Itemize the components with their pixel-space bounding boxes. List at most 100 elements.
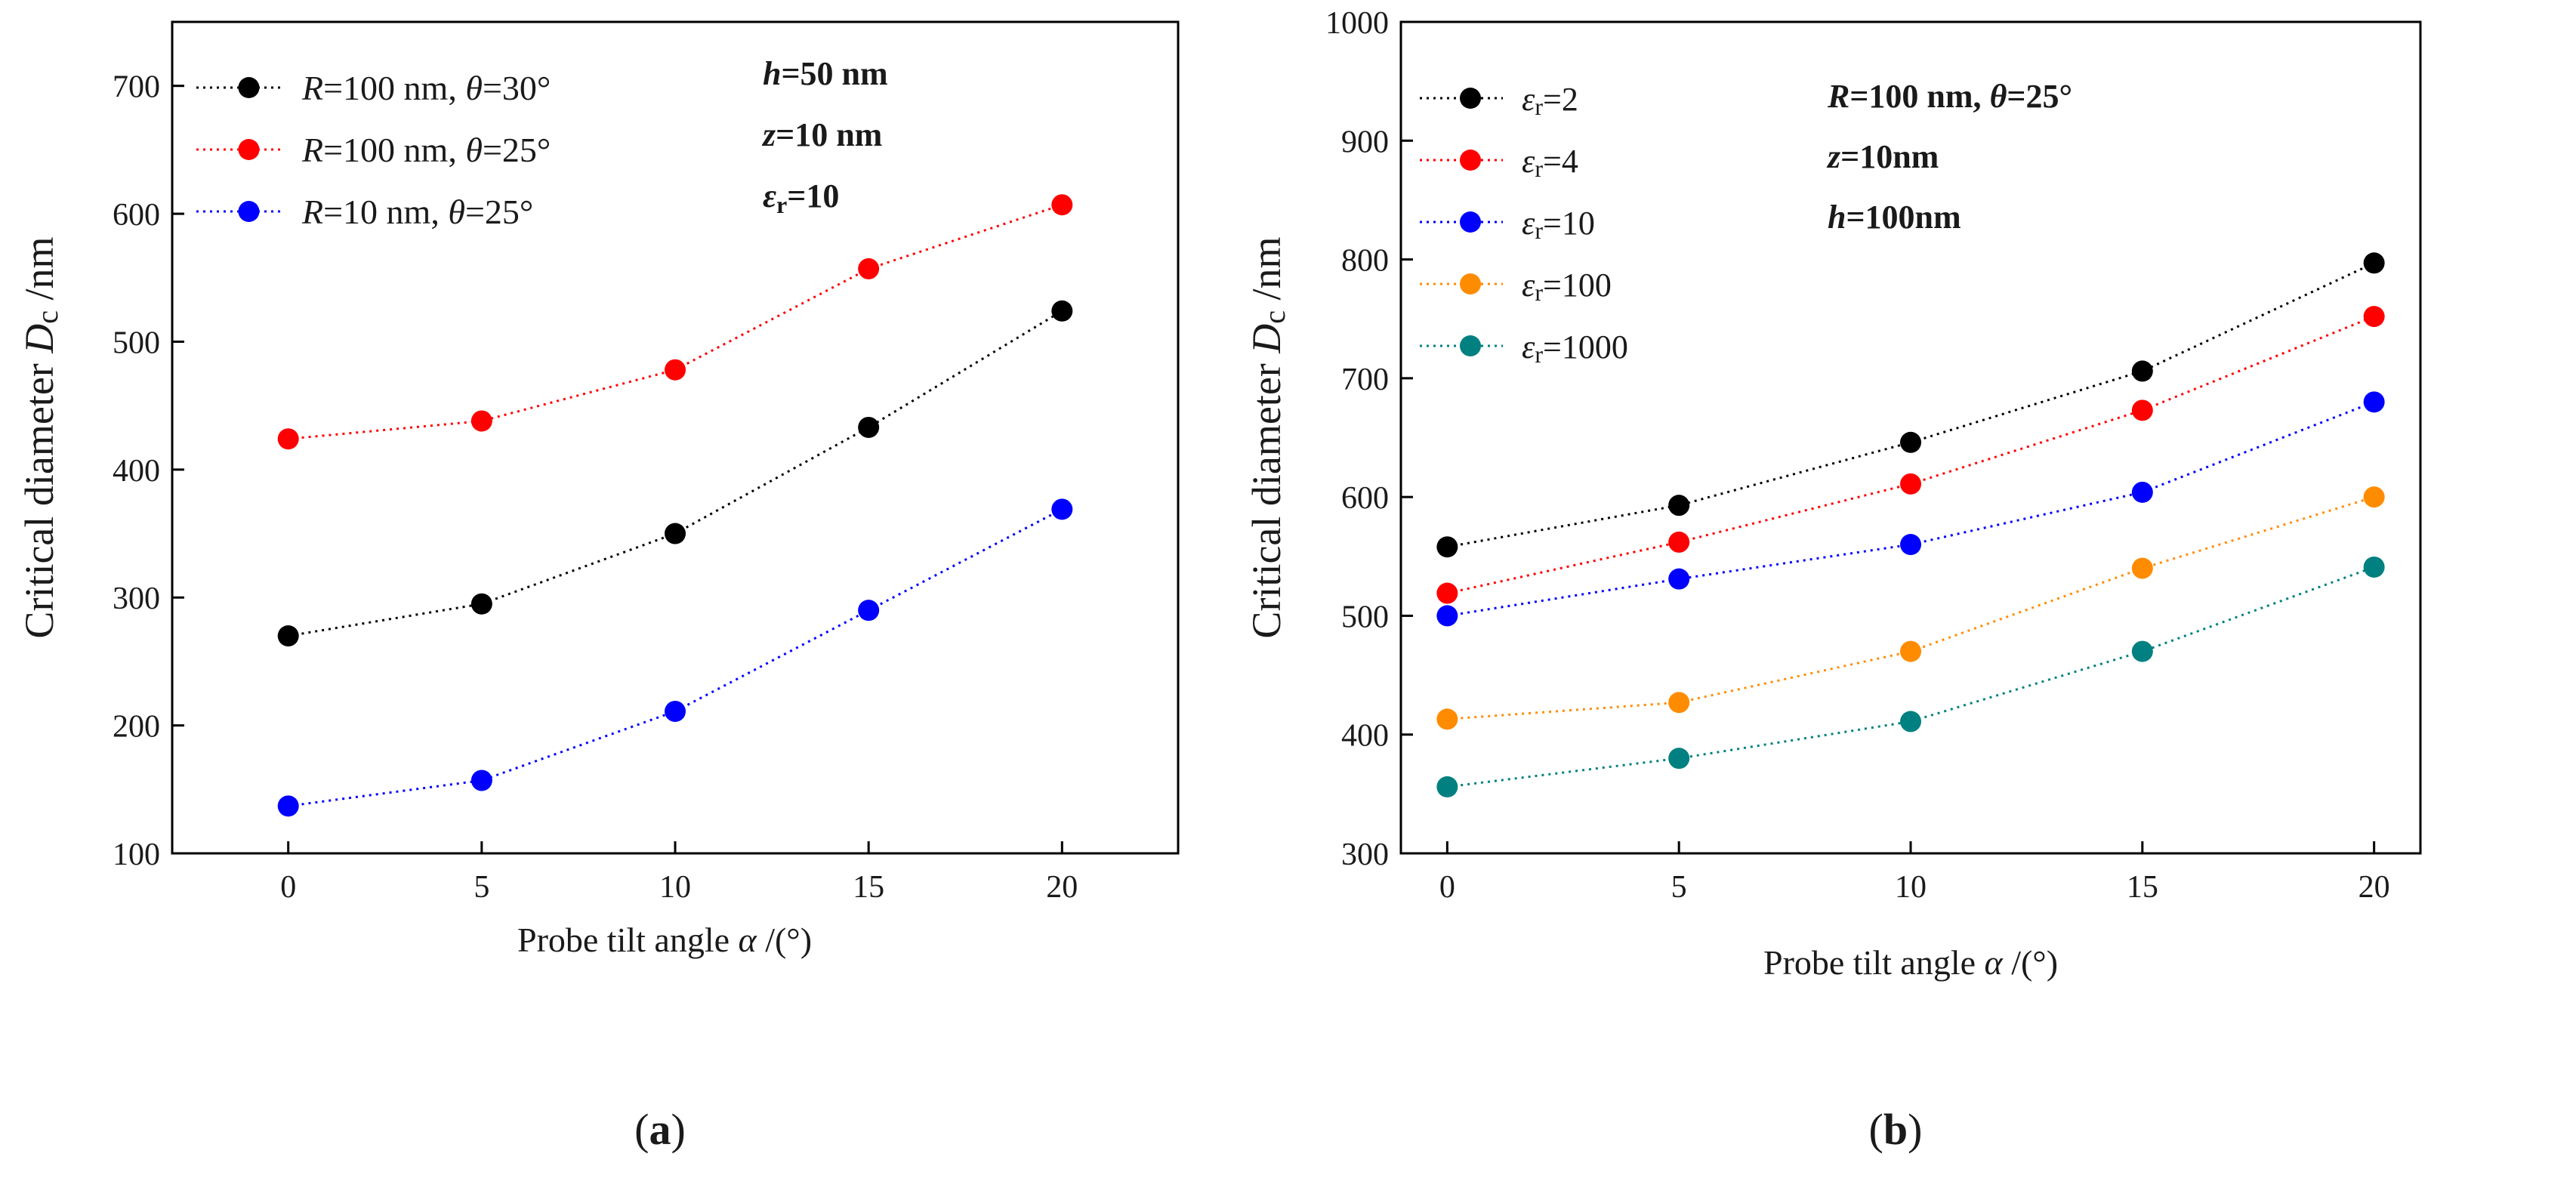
series-line-1 — [288, 203, 1063, 440]
x-tick-label: 5 — [474, 870, 489, 905]
legend-marker — [238, 77, 260, 98]
y-tick-label: 600 — [113, 198, 160, 233]
data-point — [1436, 536, 1458, 558]
panel-label: (a) — [634, 1105, 686, 1154]
data-point — [1668, 692, 1690, 714]
y-tick-label: 400 — [1341, 719, 1389, 754]
data-point — [2363, 486, 2385, 508]
legend-label: εr=4 — [1522, 143, 1578, 182]
data-point — [858, 258, 880, 279]
series-line-0 — [1447, 261, 2375, 548]
annotation-text: h=100nm — [1828, 199, 1961, 236]
data-point — [2131, 557, 2153, 579]
data-point — [277, 428, 299, 450]
y-tick-label: 300 — [113, 581, 160, 616]
y-tick-label: 800 — [1341, 244, 1389, 279]
data-point — [470, 770, 492, 791]
x-tick-label: 20 — [2359, 870, 2390, 905]
series-line-4 — [1447, 566, 2375, 788]
x-tick-label: 15 — [2127, 870, 2158, 905]
legend-label: R=10 nm, θ=25° — [301, 193, 533, 231]
legend-label: εr=1000 — [1522, 329, 1628, 368]
data-point — [1900, 640, 1921, 662]
annotation-text: z=10nm — [1826, 138, 1939, 175]
x-tick-label: 20 — [1046, 870, 1078, 905]
legend-label: R=100 nm, θ=25° — [301, 131, 551, 169]
data-point — [1900, 534, 1921, 556]
y-tick-label: 1000 — [1325, 6, 1389, 41]
y-tick-label: 700 — [1341, 362, 1389, 397]
x-tick-label: 0 — [280, 870, 296, 905]
y-tick-label: 300 — [1341, 837, 1389, 872]
legend-marker — [1460, 88, 1481, 109]
x-tick-label: 15 — [853, 870, 884, 905]
legend-marker — [1460, 273, 1481, 295]
x-axis-label: Probe tilt angle α /(°) — [1763, 943, 2058, 982]
data-point — [2131, 640, 2153, 662]
data-point — [858, 600, 880, 622]
y-axis-label: Critical diameter Dc /nm — [1244, 236, 1291, 638]
legend-marker — [238, 201, 260, 222]
data-point — [2363, 252, 2385, 274]
annotation-text: εr=10 — [763, 177, 839, 218]
data-point — [277, 625, 299, 647]
data-point — [2131, 360, 2153, 382]
y-tick-label: 900 — [1341, 125, 1389, 159]
y-tick-label: 700 — [113, 70, 160, 105]
data-point — [1436, 582, 1458, 604]
data-point — [1051, 498, 1073, 520]
data-point — [1668, 495, 1690, 517]
legend-marker — [1460, 211, 1481, 233]
x-axis-label: Probe tilt angle α /(°) — [517, 921, 812, 959]
x-tick-label: 10 — [1895, 870, 1927, 905]
data-point — [1436, 776, 1458, 797]
data-point — [665, 359, 686, 381]
data-point — [1051, 194, 1073, 216]
legend-marker — [1460, 335, 1481, 356]
data-point — [1436, 708, 1458, 730]
data-point — [1668, 748, 1690, 770]
data-point — [2363, 556, 2385, 578]
data-point — [277, 795, 299, 817]
chart-panel-a: 0 5 10 15 20 100 200 300 400 500 600 700 Probe tilt … — [17, 20, 1180, 1154]
x-tick-label: 5 — [1671, 870, 1687, 905]
data-point — [1668, 568, 1690, 590]
panel-label: (b) — [1869, 1105, 1923, 1154]
series-line-2 — [288, 508, 1063, 807]
data-point — [1436, 605, 1458, 627]
data-point — [665, 523, 686, 544]
data-point — [470, 410, 492, 432]
data-point — [1900, 473, 1921, 495]
x-tick-label: 10 — [659, 870, 691, 905]
data-point — [1900, 431, 1921, 453]
data-point — [665, 700, 686, 722]
y-tick-label: 500 — [1341, 600, 1389, 634]
y-tick-label: 100 — [113, 837, 160, 872]
data-point — [858, 416, 880, 438]
chart-panel-b: 0 5 10 15 20 300 400 500 600 700 800 900 1000 Probe t… — [1244, 6, 2422, 1154]
legend-label: εr=100 — [1522, 267, 1612, 306]
legend-label: εr=2 — [1522, 81, 1578, 120]
data-point — [2363, 391, 2385, 413]
data-point — [2363, 306, 2385, 328]
y-axis-label: Critical diameter Dc /nm — [17, 236, 64, 638]
data-point — [2131, 481, 2153, 503]
data-point — [1668, 531, 1690, 553]
data-point — [470, 593, 492, 615]
y-tick-label: 500 — [113, 325, 160, 360]
y-tick-label: 400 — [113, 454, 160, 489]
legend-label: εr=10 — [1522, 205, 1595, 244]
legend-label: R=100 nm, θ=30° — [301, 69, 551, 107]
annotation-text: h=50 nm — [763, 55, 888, 92]
data-point — [1900, 711, 1921, 733]
legend-marker — [238, 139, 260, 160]
data-point — [2131, 399, 2153, 421]
y-tick-label: 600 — [1341, 481, 1389, 516]
x-tick-label: 0 — [1439, 870, 1455, 905]
annotation-text: z=10 nm — [761, 116, 882, 153]
series-line-3 — [1447, 495, 2375, 720]
y-tick-label: 200 — [113, 710, 160, 745]
data-point — [1051, 300, 1073, 322]
legend-marker — [1460, 150, 1481, 171]
